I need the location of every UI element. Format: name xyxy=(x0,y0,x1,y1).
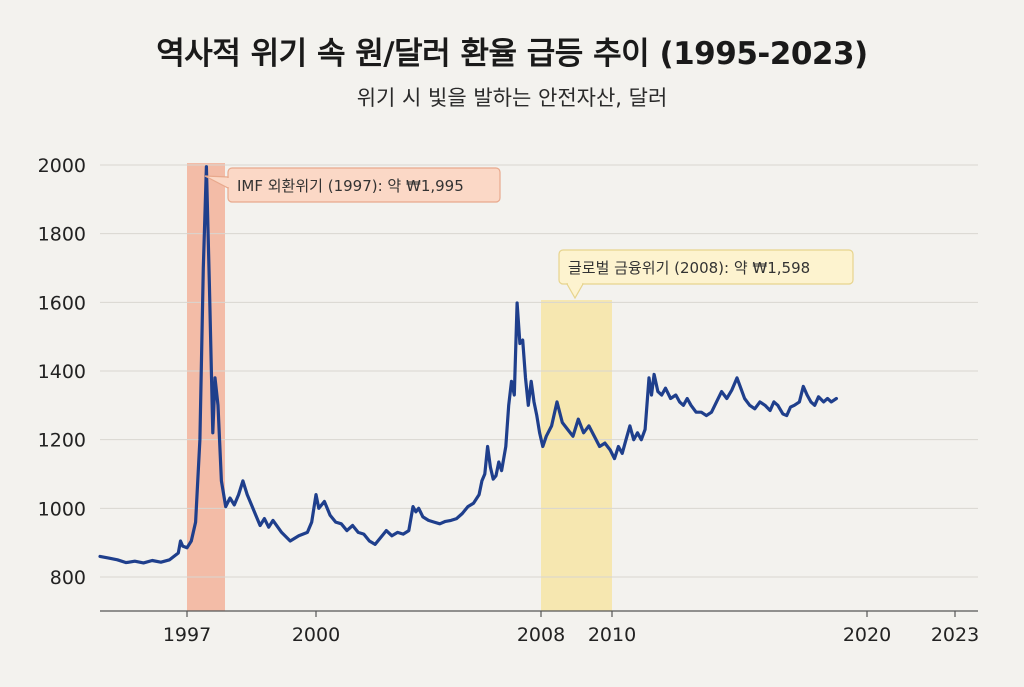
gfc-annotation-label: 글로벌 금융위기 (2008): 약 ₩1,598 xyxy=(568,259,810,277)
gfc-crisis-band xyxy=(541,300,612,611)
imf-annotation-label: IMF 외환위기 (1997): 약 ₩1,995 xyxy=(237,177,464,195)
y-tick-label: 1200 xyxy=(38,430,86,452)
x-tick-label: 2023 xyxy=(931,624,979,646)
y-tick-label: 2000 xyxy=(38,155,86,177)
x-tick-label: 2020 xyxy=(843,624,891,646)
y-tick-label: 1000 xyxy=(38,498,86,520)
y-tick-label: 1800 xyxy=(38,224,86,246)
gfc-annotation-box xyxy=(558,249,854,285)
x-tick-label: 2000 xyxy=(292,624,340,646)
chart-subtitle: 위기 시 빛을 발하는 안전자산, 달러 xyxy=(356,86,668,110)
chart-title: 역사적 위기 속 원/달러 환율 급등 추이 (1995-2023) xyxy=(156,36,868,72)
y-tick-label: 1600 xyxy=(38,292,86,314)
x-tick-label: 2010 xyxy=(588,624,636,646)
y-tick-label: 1400 xyxy=(38,361,86,383)
gfc-annotation-pointer xyxy=(565,283,585,300)
x-tick-label: 2008 xyxy=(517,624,565,646)
exchange-rate-line xyxy=(98,165,838,565)
x-tick-label: 1997 xyxy=(163,624,211,646)
y-tick-label: 800 xyxy=(50,567,86,589)
